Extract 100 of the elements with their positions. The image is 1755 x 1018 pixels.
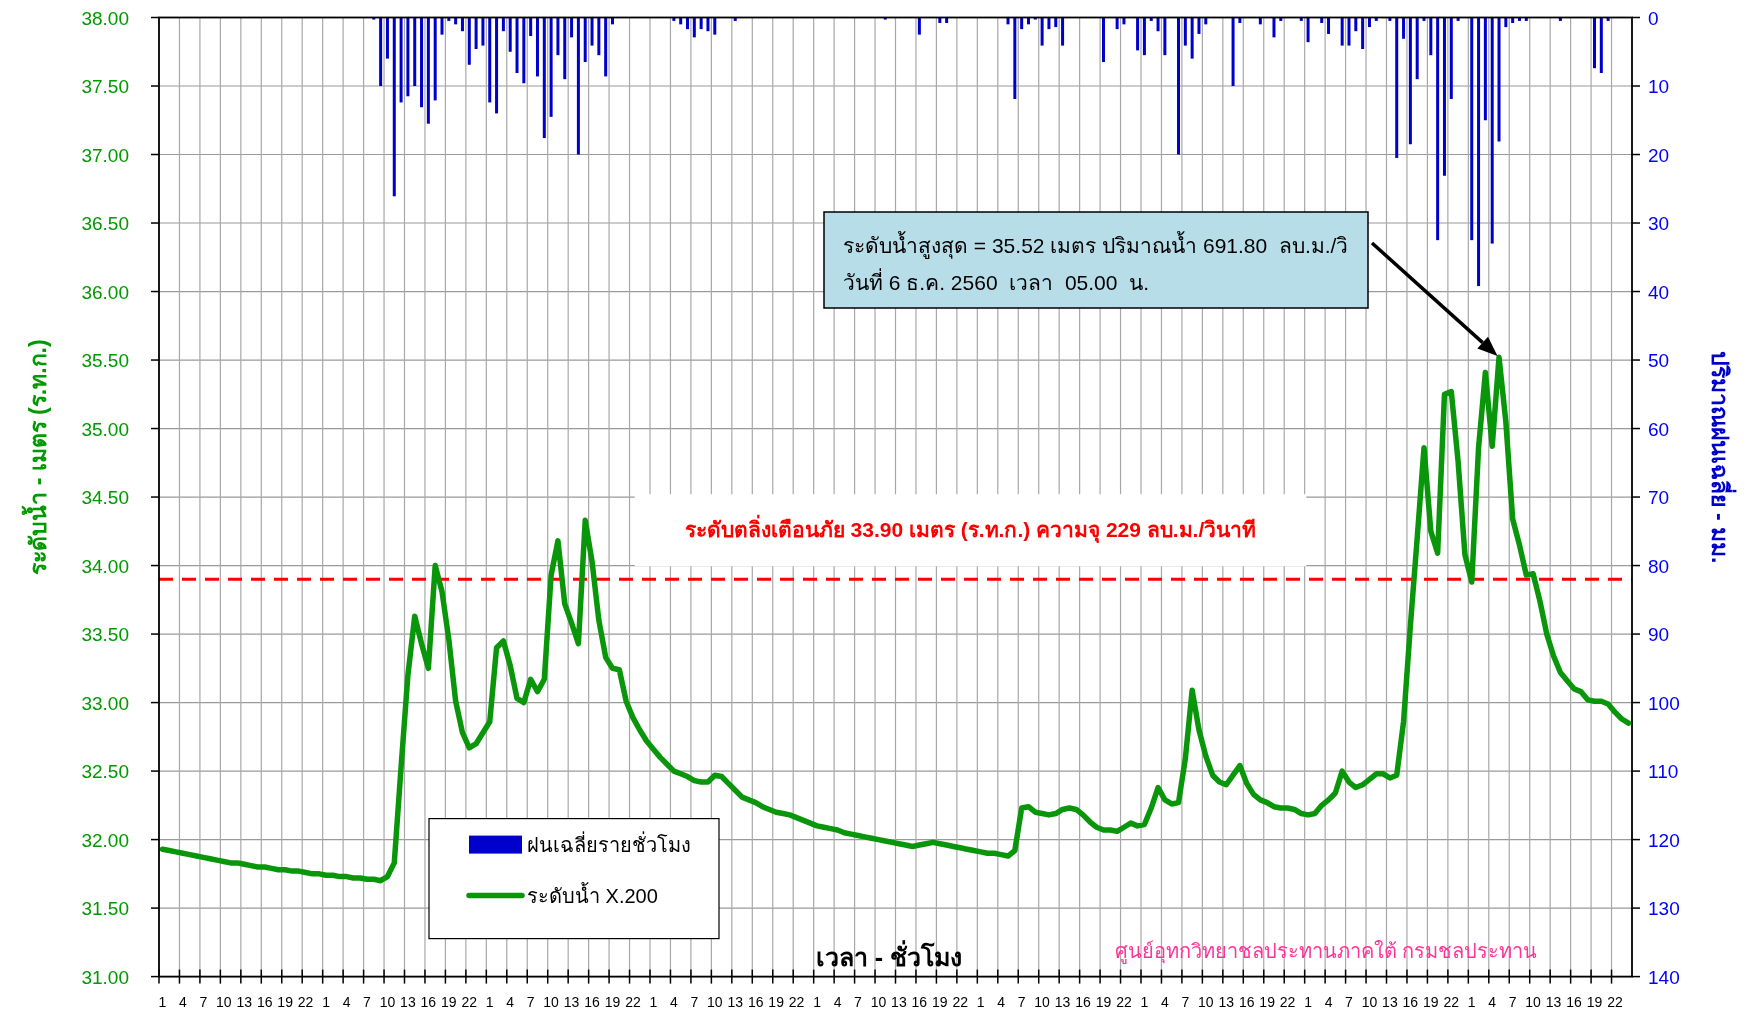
bar bbox=[1054, 17, 1058, 28]
bar bbox=[1367, 17, 1371, 28]
bar bbox=[672, 17, 676, 21]
bar bbox=[938, 17, 942, 23]
bar bbox=[522, 17, 526, 84]
x-tick-label: 1 bbox=[158, 993, 167, 1010]
x-tick-label: 10 bbox=[870, 993, 887, 1010]
annotation: ระดับน้ำสูงสุด = 35.52 เมตร ปริมาณน้ำ 691.80 ลบ.ม./วิ วันที่ 6 ธ.ค. 2560 เวลา 05.00 น. bbox=[843, 231, 1349, 294]
x-tick-label: 22 bbox=[1607, 993, 1623, 1010]
x-tick-label: 19 bbox=[604, 993, 621, 1010]
x-tick-label: 7 bbox=[363, 993, 372, 1010]
x-tick-label: 10 bbox=[1525, 993, 1542, 1010]
y-tick-label: 34.50 bbox=[81, 487, 129, 509]
annotation: ศูนย์อุทกวิทยาชลประทานภาคใต้ กรมชลประทาน bbox=[1114, 940, 1538, 964]
bar bbox=[467, 17, 471, 65]
y2-tick-label: 90 bbox=[1648, 624, 1670, 646]
bar bbox=[535, 17, 539, 77]
bar bbox=[1477, 17, 1481, 287]
y2-axis-title: ปริมาณฝนเฉลี่ย - มม. bbox=[1707, 350, 1737, 564]
bar bbox=[692, 17, 696, 38]
bar bbox=[597, 17, 601, 56]
legend-label: ระดับน้ำ X.200 bbox=[527, 881, 658, 907]
bar bbox=[1327, 17, 1331, 34]
bar bbox=[481, 17, 485, 46]
x-tick-label: 22 bbox=[297, 993, 314, 1010]
x-tick-label: 4 bbox=[1488, 993, 1497, 1010]
bar bbox=[1047, 17, 1051, 30]
y2-tick-label: 40 bbox=[1648, 281, 1670, 303]
y2-tick-label: 50 bbox=[1648, 350, 1670, 372]
bar bbox=[1408, 17, 1412, 145]
x-tick-label: 4 bbox=[997, 993, 1006, 1010]
bar bbox=[1429, 17, 1433, 56]
x-tick-label: 19 bbox=[441, 993, 457, 1010]
x-tick-label: 19 bbox=[1423, 993, 1439, 1010]
x-tick-label: 7 bbox=[1181, 993, 1190, 1010]
x-tick-label: 7 bbox=[199, 993, 208, 1010]
bar bbox=[1033, 17, 1037, 20]
bar bbox=[406, 17, 410, 97]
x-tick-label: 1 bbox=[1140, 993, 1149, 1010]
bar bbox=[590, 17, 594, 46]
bar bbox=[542, 17, 546, 139]
bar bbox=[1402, 17, 1406, 39]
x-tick-label: 13 bbox=[891, 993, 907, 1010]
y-tick-label: 31.00 bbox=[81, 966, 129, 988]
y-tick-label: 37.50 bbox=[81, 76, 129, 98]
y2-tick-label: 70 bbox=[1648, 487, 1670, 509]
bar bbox=[399, 17, 403, 103]
x-tick-label: 10 bbox=[543, 993, 560, 1010]
x-tick-label: 7 bbox=[1017, 993, 1026, 1010]
bar bbox=[1115, 17, 1119, 30]
x-tick-label: 10 bbox=[216, 993, 232, 1010]
bar bbox=[1504, 17, 1508, 28]
x-tick-label: 16 bbox=[584, 993, 601, 1010]
bar bbox=[1149, 17, 1153, 21]
bar bbox=[1013, 17, 1017, 100]
y2-tick-label: 30 bbox=[1648, 213, 1670, 235]
bar bbox=[583, 17, 587, 63]
bar bbox=[426, 17, 430, 124]
y-tick-label: 32.00 bbox=[81, 829, 129, 851]
y-tick-label: 35.00 bbox=[81, 418, 129, 440]
y2-tick-label: 20 bbox=[1648, 144, 1670, 166]
bar bbox=[1558, 17, 1562, 21]
x-tick-label: 19 bbox=[932, 993, 948, 1010]
bar bbox=[495, 17, 499, 114]
x-tick-label: 4 bbox=[342, 993, 351, 1010]
bar bbox=[1354, 17, 1358, 32]
x-tick-label: 13 bbox=[236, 993, 253, 1010]
x-tick-label: 22 bbox=[1443, 993, 1460, 1010]
y2-tick-label: 140 bbox=[1648, 966, 1680, 988]
x-tick-label: 16 bbox=[420, 993, 437, 1010]
x-tick-label: 22 bbox=[625, 993, 641, 1010]
bar bbox=[1606, 17, 1610, 21]
y2-tick-label: 120 bbox=[1648, 829, 1680, 851]
bar bbox=[1279, 17, 1283, 21]
bar bbox=[945, 17, 949, 23]
bar bbox=[1101, 17, 1105, 63]
x-tick-label: 16 bbox=[1075, 993, 1092, 1010]
bar bbox=[529, 17, 533, 36]
bar bbox=[488, 17, 492, 103]
bar bbox=[1470, 17, 1474, 241]
callout: ระดับน้ำสูงสุด = 35.52 เมตร ปริมาณน้ำ 691.80 ลบ.ม./วิ วันที่ 6 ธ.ค. 2560 เวลา 05.00 น. bbox=[823, 211, 1369, 309]
bar bbox=[460, 17, 464, 32]
x-tick-label: 13 bbox=[1382, 993, 1398, 1010]
x-tick-label: 13 bbox=[1545, 993, 1562, 1010]
x-tick-label: 16 bbox=[911, 993, 928, 1010]
x-tick-label: 22 bbox=[1116, 993, 1132, 1010]
bar bbox=[515, 17, 519, 73]
bar bbox=[1156, 17, 1160, 32]
x-tick-label: 10 bbox=[1361, 993, 1378, 1010]
x-tick-label: 7 bbox=[1345, 993, 1354, 1010]
bar bbox=[1361, 17, 1365, 50]
bar bbox=[1497, 17, 1501, 142]
x-axis-title: เวลา - ชั่วโมง bbox=[815, 940, 963, 971]
bar bbox=[372, 17, 376, 20]
bar bbox=[433, 17, 437, 101]
bar bbox=[1599, 17, 1603, 73]
bar bbox=[1061, 17, 1065, 46]
bar bbox=[385, 17, 389, 59]
x-tick-label: 10 bbox=[1198, 993, 1214, 1010]
x-tick-label: 1 bbox=[813, 993, 822, 1010]
